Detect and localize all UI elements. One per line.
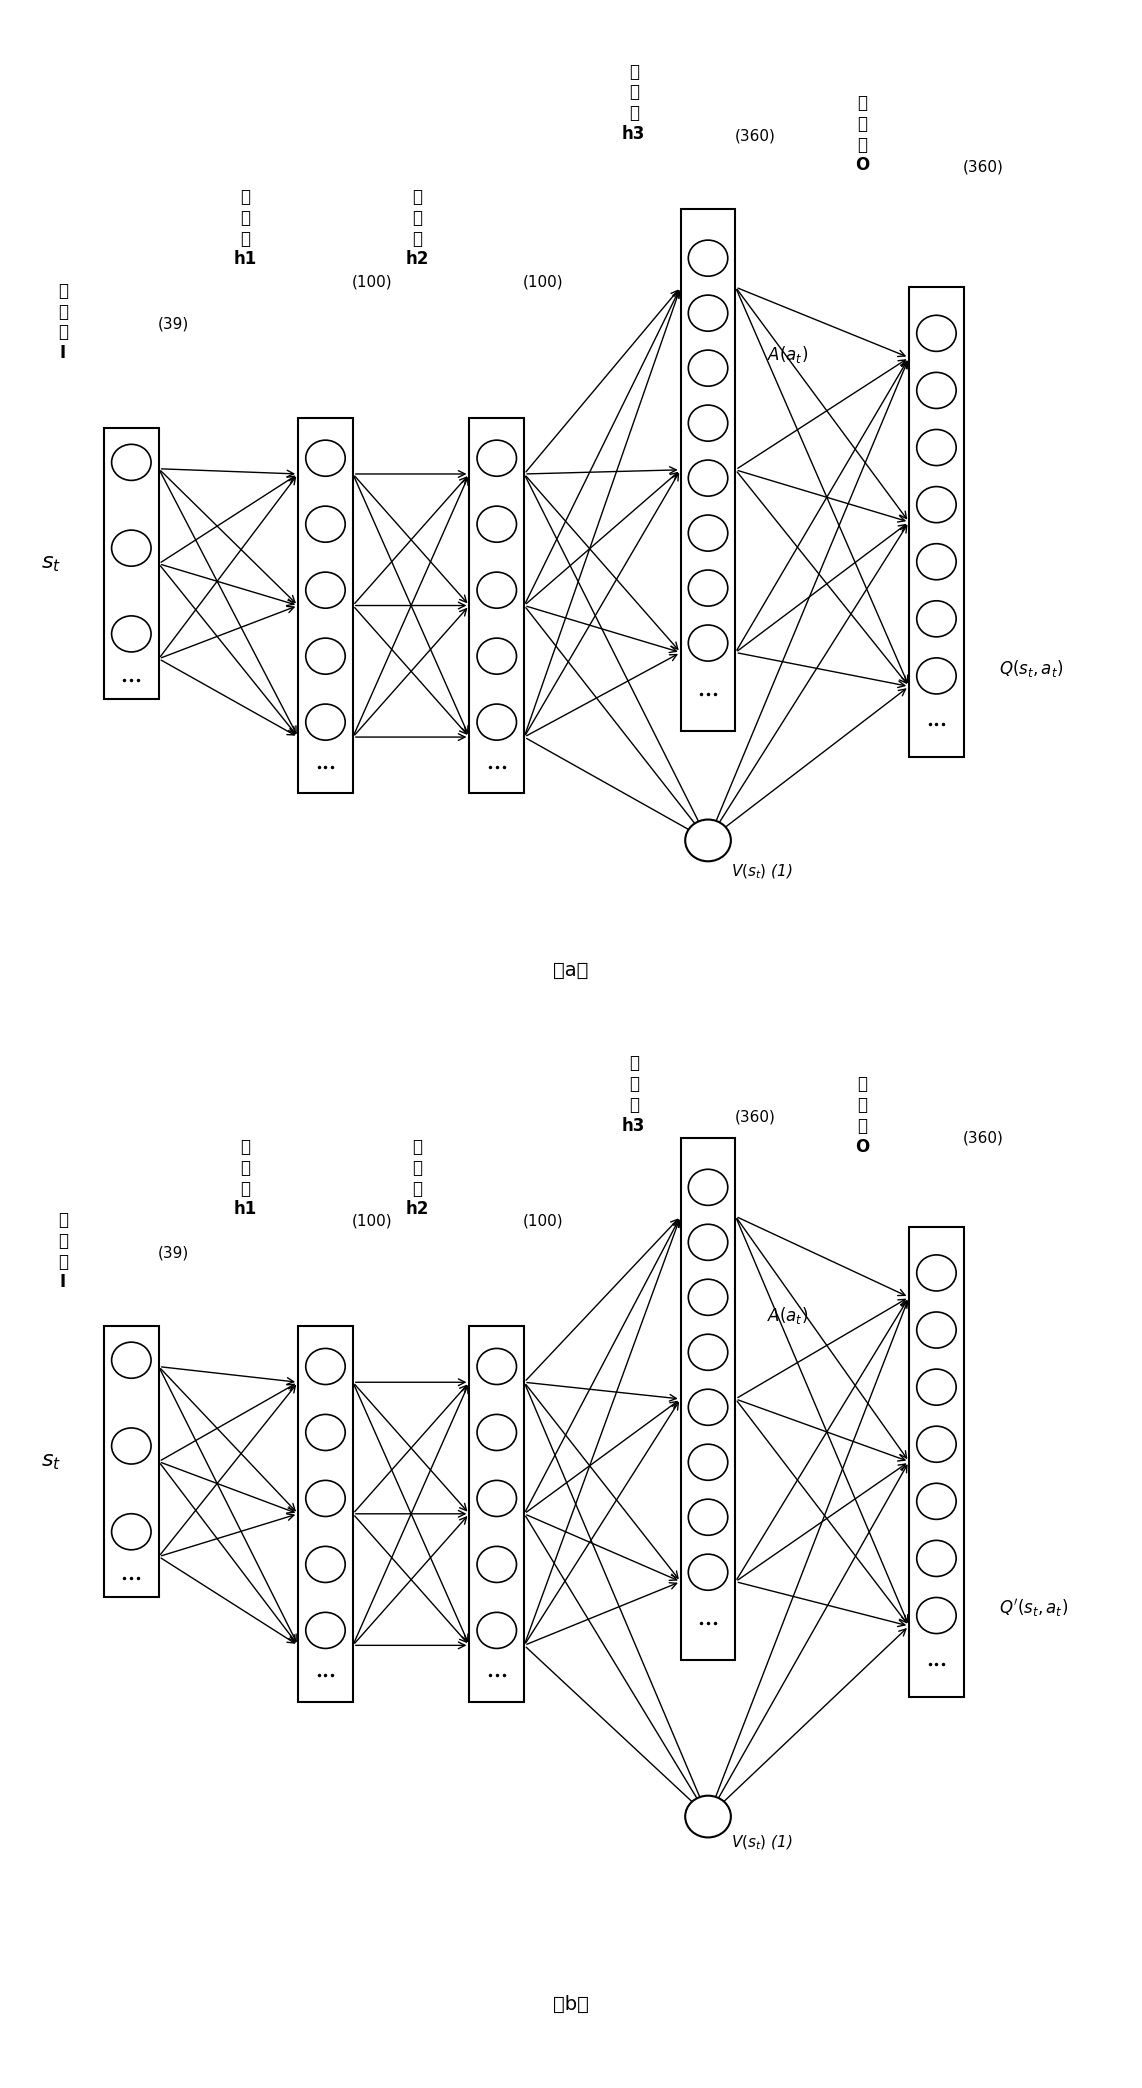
Circle shape <box>689 351 727 386</box>
Text: （a）: （a） <box>554 960 588 981</box>
Bar <box>298 418 353 793</box>
Circle shape <box>306 1480 345 1516</box>
Circle shape <box>306 1547 345 1583</box>
Circle shape <box>689 1445 727 1480</box>
Circle shape <box>689 459 727 497</box>
Circle shape <box>917 1597 956 1633</box>
Circle shape <box>689 240 727 276</box>
Circle shape <box>685 818 731 862</box>
Text: (100): (100) <box>352 274 393 290</box>
Circle shape <box>689 624 727 662</box>
Circle shape <box>112 445 151 480</box>
Circle shape <box>112 1514 151 1549</box>
Text: $Q'(s_t,a_t)$: $Q'(s_t,a_t)$ <box>999 1597 1069 1618</box>
Text: (360): (360) <box>963 1130 1004 1146</box>
Circle shape <box>477 505 516 543</box>
Text: 输
入
层
I: 输 入 层 I <box>58 1211 67 1292</box>
Circle shape <box>477 1480 516 1516</box>
Circle shape <box>477 572 516 608</box>
Circle shape <box>917 658 956 693</box>
Bar <box>104 428 159 699</box>
Text: (39): (39) <box>158 315 188 332</box>
Circle shape <box>685 1796 731 1837</box>
Bar <box>681 1138 735 1660</box>
Circle shape <box>689 1499 727 1535</box>
Bar <box>469 1326 524 1702</box>
Text: (100): (100) <box>523 1213 564 1230</box>
Text: （b）: （b） <box>553 1994 589 2015</box>
Bar <box>681 209 735 731</box>
Circle shape <box>306 441 345 476</box>
Text: 隐
藏
层
h3: 隐 藏 层 h3 <box>622 1054 645 1136</box>
Circle shape <box>917 315 956 351</box>
Circle shape <box>917 543 956 580</box>
Text: (100): (100) <box>352 1213 393 1230</box>
Circle shape <box>477 1414 516 1451</box>
Text: 隐
藏
层
h2: 隐 藏 层 h2 <box>405 188 428 269</box>
Circle shape <box>689 1224 727 1261</box>
Text: (100): (100) <box>523 274 564 290</box>
Circle shape <box>917 601 956 637</box>
Circle shape <box>306 704 345 739</box>
Circle shape <box>112 1343 151 1378</box>
Circle shape <box>477 1349 516 1384</box>
Circle shape <box>917 1370 956 1405</box>
Circle shape <box>306 1349 345 1384</box>
Circle shape <box>689 1169 727 1205</box>
Circle shape <box>306 505 345 543</box>
Text: 隐
藏
层
h1: 隐 藏 层 h1 <box>234 188 257 269</box>
Bar <box>909 1228 964 1695</box>
Circle shape <box>689 516 727 551</box>
Circle shape <box>477 639 516 674</box>
Circle shape <box>477 1612 516 1647</box>
Circle shape <box>112 530 151 566</box>
Circle shape <box>689 570 727 606</box>
Text: (39): (39) <box>158 1244 188 1261</box>
Text: 隐
藏
层
h1: 隐 藏 层 h1 <box>234 1138 257 1219</box>
Bar <box>104 1326 159 1597</box>
Circle shape <box>917 1311 956 1349</box>
Circle shape <box>917 430 956 466</box>
Circle shape <box>917 1255 956 1290</box>
Bar <box>298 1326 353 1702</box>
Text: (360): (360) <box>963 159 1004 175</box>
Text: $Q(s_t,a_t)$: $Q(s_t,a_t)$ <box>999 658 1063 679</box>
Circle shape <box>917 372 956 409</box>
Circle shape <box>917 1482 956 1520</box>
Text: 隐
藏
层
h3: 隐 藏 层 h3 <box>622 63 645 144</box>
Circle shape <box>689 1334 727 1370</box>
Circle shape <box>689 1553 727 1591</box>
Circle shape <box>112 616 151 651</box>
Circle shape <box>917 1541 956 1576</box>
Circle shape <box>477 704 516 739</box>
Text: $V(s_t)$ (1): $V(s_t)$ (1) <box>731 862 793 881</box>
Bar <box>469 418 524 793</box>
Text: 输
入
层
I: 输 入 层 I <box>58 282 67 363</box>
Circle shape <box>112 1428 151 1464</box>
Circle shape <box>689 1389 727 1426</box>
Text: 隐
藏
层
h2: 隐 藏 层 h2 <box>405 1138 428 1219</box>
Circle shape <box>306 639 345 674</box>
Circle shape <box>477 441 516 476</box>
Text: 输
出
层
O: 输 出 层 O <box>855 1075 869 1157</box>
Text: $s_t$: $s_t$ <box>41 1451 62 1472</box>
Circle shape <box>689 1280 727 1315</box>
Circle shape <box>917 1426 956 1462</box>
Text: 输
出
层
O: 输 出 层 O <box>855 94 869 175</box>
Text: (360): (360) <box>734 1109 775 1125</box>
Circle shape <box>689 405 727 441</box>
Circle shape <box>306 1612 345 1647</box>
Text: $s_t$: $s_t$ <box>41 553 62 574</box>
Bar <box>909 286 964 758</box>
Text: $A(a_t)$: $A(a_t)$ <box>767 1305 809 1326</box>
Circle shape <box>477 1547 516 1583</box>
Circle shape <box>306 572 345 608</box>
Text: (360): (360) <box>734 127 775 144</box>
Circle shape <box>689 294 727 332</box>
Text: $A(a_t)$: $A(a_t)$ <box>767 345 809 365</box>
Circle shape <box>306 1414 345 1451</box>
Circle shape <box>917 487 956 522</box>
Text: $V(s_t)$ (1): $V(s_t)$ (1) <box>731 1833 793 1852</box>
